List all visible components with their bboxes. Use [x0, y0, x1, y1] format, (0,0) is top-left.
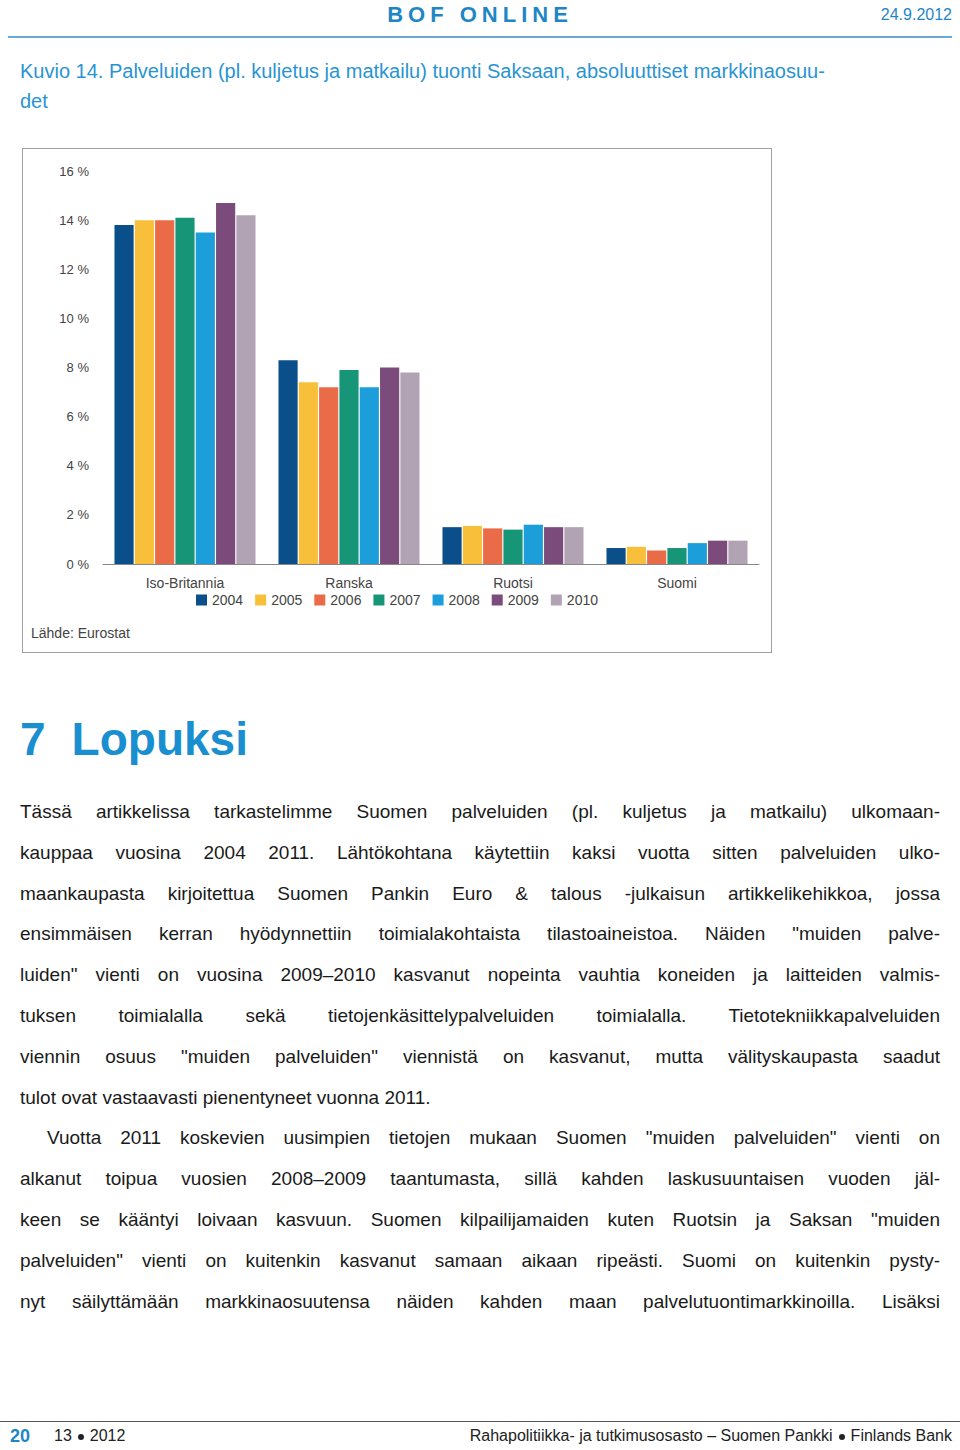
html-text:maankaupasta kirjoitettua Suom: maankaupasta kirjoitettua Suomen Pankin …	[20, 882, 940, 904]
html-text:2012: 2012	[89, 1427, 126, 1444]
svg-text:16 %: 16 %	[59, 164, 89, 179]
svg-text:10 %: 10 %	[59, 311, 89, 326]
svg-text:2009: 2009	[508, 592, 539, 608]
svg-text:2005: 2005	[271, 592, 302, 608]
html-text:luiden" vienti on vuosina 2009: luiden" vienti on vuosina 2009–2010 kasv…	[20, 964, 940, 986]
svg-text:Ruotsi: Ruotsi	[493, 575, 533, 591]
html-text:Tässä artikkelissa tarkastelim: Tässä artikkelissa tarkastelimme Suomen …	[20, 801, 940, 822]
html-text:Vuotta 2011 koskevien uusimpie: Vuotta 2011 koskevien uusimpien tietojen…	[47, 1127, 940, 1149]
html-text:7: 7	[20, 713, 46, 765]
html-text:ensimmäisen kerran hyödynnetti: ensimmäisen kerran hyödynnettiin toimial…	[20, 923, 940, 945]
html-text:13: 13	[54, 1427, 72, 1444]
html-text:Rahapolitiikka- ja tutkimusosa: Rahapolitiikka- ja tutkimusosasto – Suom…	[469, 1427, 833, 1444]
svg-text:0 %: 0 %	[67, 557, 90, 572]
html-text:keen se kääntyi loivaan kasvuu: keen se kääntyi loivaan kasvuun. Suomen …	[20, 1209, 940, 1230]
svg-text:Iso-Britannia: Iso-Britannia	[146, 575, 225, 591]
svg-text:4 %: 4 %	[67, 458, 90, 473]
html-text:BOF ONLINE: BOF ONLINE	[387, 2, 573, 27]
html-text:palveluiden" vienti on kuitenk: palveluiden" vienti on kuitenkin kasvanu…	[20, 1249, 940, 1271]
html-text:20: 20	[10, 1426, 30, 1446]
svg-text:Suomi: Suomi	[657, 575, 697, 591]
svg-text:2010: 2010	[567, 592, 598, 608]
svg-text:2006: 2006	[330, 592, 361, 608]
html-text:nyt säilyttämään markkinaosuut: nyt säilyttämään markkinaosuutensa näide…	[20, 1290, 940, 1312]
html-text:Kuvio 14. Palveluiden (pl. kul: Kuvio 14. Palveluiden (pl. kuljetus ja m…	[20, 60, 825, 82]
svg-text:2004: 2004	[212, 592, 243, 608]
html-text:kauppaa vuosina 2004 2011. Läh: kauppaa vuosina 2004 2011. Lähtökohtana …	[20, 841, 940, 863]
svg-text:6 %: 6 %	[67, 409, 90, 424]
html-text:Lähde: Eurostat: Lähde: Eurostat	[31, 625, 130, 641]
svg-text:12 %: 12 %	[59, 262, 89, 277]
svg-text:2 %: 2 %	[67, 507, 90, 522]
html-text:tuksen toimialalla sekä tietoj: tuksen toimialalla sekä tietojenkäsittel…	[20, 1005, 940, 1026]
html-text:det: det	[20, 90, 48, 112]
html-text:viennin osuus "muiden palvelui: viennin osuus "muiden palveluiden" vienn…	[20, 1045, 940, 1067]
html-text:Finlands Bank: Finlands Bank	[850, 1427, 952, 1444]
html-text:tulot ovat vastaavasti pienent: tulot ovat vastaavasti pienentyneet vuon…	[20, 1086, 431, 1108]
svg-text:2008: 2008	[449, 592, 480, 608]
html-text:24.9.2012: 24.9.2012	[880, 6, 952, 23]
html-text:alkanut toipua vuosien 2008–20: alkanut toipua vuosien 2008–2009 taantum…	[20, 1168, 940, 1190]
svg-text:Ranska: Ranska	[325, 575, 373, 591]
svg-text:14 %: 14 %	[59, 213, 89, 228]
html-text:Lopuksi: Lopuksi	[71, 713, 248, 765]
svg-text:8 %: 8 %	[67, 360, 90, 375]
svg-text:2007: 2007	[389, 592, 420, 608]
